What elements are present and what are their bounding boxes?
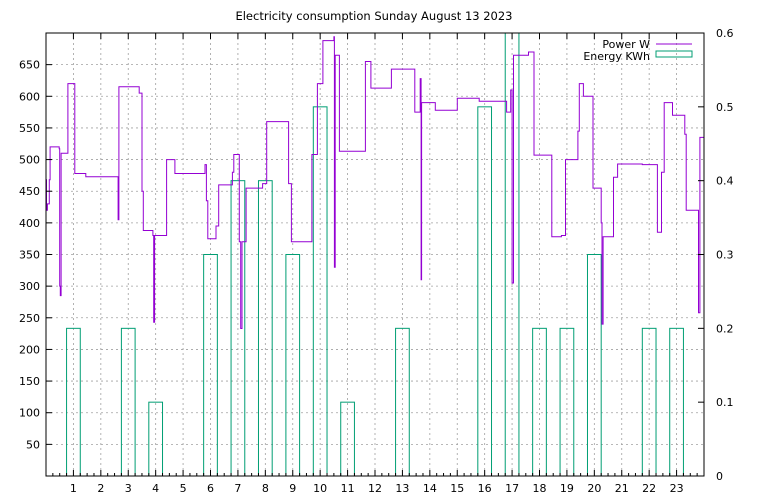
right-tick-label: 0.3 bbox=[716, 249, 734, 262]
power-line-group bbox=[46, 36, 704, 329]
x-tick-label: 9 bbox=[289, 482, 296, 495]
x-tick-label: 16 bbox=[478, 482, 492, 495]
left-tick-label: 50 bbox=[26, 438, 40, 451]
energy-bar bbox=[586, 254, 602, 477]
legend-label-energy: Energy KWh bbox=[583, 50, 650, 63]
left-tick-label: 350 bbox=[19, 249, 40, 262]
x-tick-label: 11 bbox=[341, 482, 355, 495]
x-tick-label: 7 bbox=[234, 482, 241, 495]
left-tick-label: 300 bbox=[19, 280, 40, 293]
left-tick-label: 150 bbox=[19, 375, 40, 388]
left-tick-label: 100 bbox=[19, 407, 40, 420]
legend-swatch-energy bbox=[655, 50, 693, 58]
energy-bar bbox=[312, 106, 328, 477]
x-tick-label: 18 bbox=[533, 482, 547, 495]
x-tick-label: 4 bbox=[152, 482, 159, 495]
power-line bbox=[46, 36, 704, 329]
grid bbox=[46, 33, 704, 476]
x-tick-label: 10 bbox=[313, 482, 327, 495]
right-tick-label: 0.5 bbox=[716, 101, 734, 114]
x-tick-label: 6 bbox=[207, 482, 214, 495]
right-tick-label: 0 bbox=[716, 470, 723, 483]
x-tick-label: 12 bbox=[368, 482, 382, 495]
energy-bar bbox=[477, 106, 493, 477]
x-tick-label: 17 bbox=[505, 482, 519, 495]
x-tick-label: 14 bbox=[423, 482, 437, 495]
right-tick-label: 0.1 bbox=[716, 396, 734, 409]
left-tick-label: 500 bbox=[19, 154, 40, 167]
x-tick-label: 2 bbox=[97, 482, 104, 495]
left-tick-label: 450 bbox=[19, 185, 40, 198]
x-tick-label: 21 bbox=[615, 482, 629, 495]
left-axis: 50 100 150 200 250 300 350 400 450 500 550 600 650 bbox=[19, 59, 52, 451]
left-tick-label: 650 bbox=[19, 59, 40, 72]
x-tick-label: 23 bbox=[670, 482, 684, 495]
chart-title: Electricity consumption Sunday August 13… bbox=[235, 9, 512, 23]
energy-bar bbox=[285, 254, 301, 477]
x-tick-label: 5 bbox=[180, 482, 187, 495]
right-tick-label: 0.4 bbox=[716, 175, 734, 188]
x-tick-label: 3 bbox=[125, 482, 132, 495]
energy-bar bbox=[203, 254, 218, 477]
x-axis: 1 2 3 4 5 6 7 8 9 10 11 12 13 14 15 16 17 18 19 20 21 22 23 bbox=[52, 33, 698, 495]
x-tick-label: 8 bbox=[262, 482, 269, 495]
x-tick-label: 19 bbox=[560, 482, 574, 495]
left-tick-label: 550 bbox=[19, 122, 40, 135]
right-axis: 0 0.1 0.2 0.3 0.4 0.5 0.6 bbox=[698, 27, 734, 483]
right-tick-label: 0.2 bbox=[716, 322, 734, 335]
x-tick-label: 1 bbox=[70, 482, 77, 495]
x-tick-label: 22 bbox=[642, 482, 656, 495]
left-tick-label: 600 bbox=[19, 90, 40, 103]
x-tick-label: 15 bbox=[450, 482, 464, 495]
left-tick-label: 200 bbox=[19, 343, 40, 356]
left-tick-label: 400 bbox=[19, 217, 40, 230]
left-tick-label: 250 bbox=[19, 312, 40, 325]
legend-label-power: Power W bbox=[602, 38, 650, 51]
x-tick-label: 20 bbox=[587, 482, 601, 495]
right-tick-label: 0.6 bbox=[716, 27, 734, 40]
x-tick-label: 13 bbox=[395, 482, 409, 495]
legend: Power W Energy KWh bbox=[583, 38, 693, 63]
